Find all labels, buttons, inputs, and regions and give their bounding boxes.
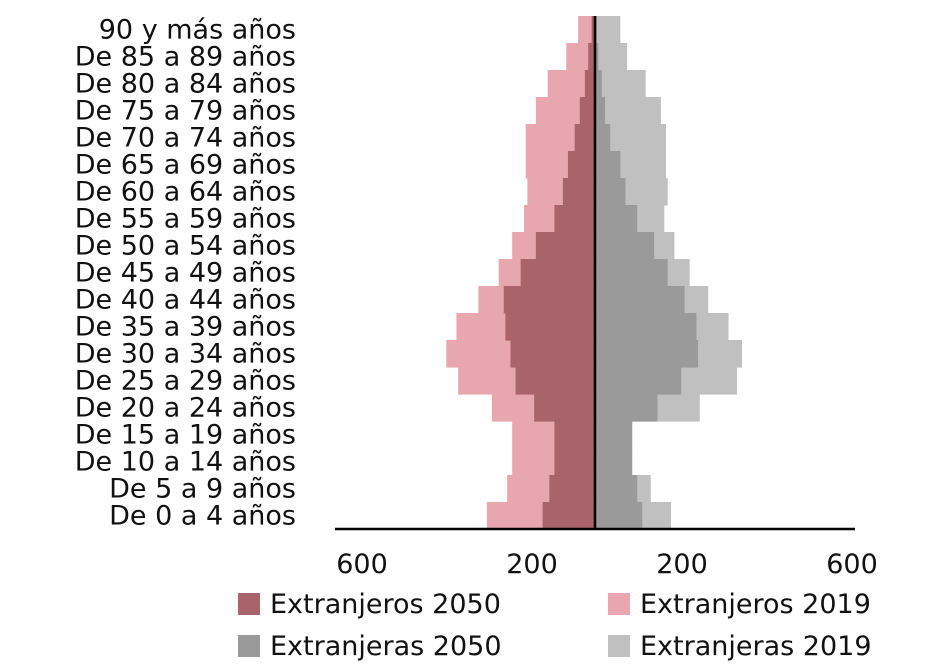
legend: Extranjeros 2050 Extranjeros 2019 Extran… bbox=[238, 586, 938, 664]
bar-extranjeras-2050-de-85-a-89-a-os bbox=[595, 43, 599, 71]
bar-extranjeras-2050-de-50-a-54-a-os bbox=[595, 232, 655, 260]
legend-label-extranjeros-2050: Extranjeros 2050 bbox=[270, 588, 501, 620]
bar-extranjeras-2050-de-10-a-14-a-os bbox=[595, 448, 633, 476]
bar-extranjeras-2019-de-85-a-89-a-os bbox=[595, 43, 628, 71]
legend-label-extranjeros-2019: Extranjeros 2019 bbox=[640, 588, 871, 620]
category-label-de-10-a-14-a-os: De 10 a 14 años bbox=[75, 447, 296, 478]
bar-extranjeros-2050-de-45-a-49-a-os bbox=[520, 259, 595, 287]
bar-extranjeros-2050-de-5-a-9-a-os bbox=[549, 475, 595, 503]
bar-extranjeros-2019-90-y-m-s-a-os bbox=[578, 16, 595, 44]
bar-extranjeras-2019-de-80-a-84-a-os bbox=[595, 70, 646, 98]
category-label-de-15-a-19-a-os: De 15 a 19 años bbox=[75, 420, 296, 451]
bar-extranjeros-2050-de-65-a-69-a-os bbox=[567, 151, 595, 179]
bar-extranjeros-2050-de-55-a-59-a-os bbox=[554, 205, 595, 233]
legend-item-extranjeros-2050: Extranjeros 2050 bbox=[238, 586, 608, 622]
category-label-90-y-m-s-a-os: 90 y más años bbox=[99, 15, 296, 46]
bar-extranjeras-2050-de-40-a-44-a-os bbox=[595, 286, 685, 314]
bar-extranjeras-2050-de-80-a-84-a-os bbox=[595, 70, 602, 98]
bar-extranjeros-2050-de-20-a-24-a-os bbox=[534, 394, 595, 422]
bar-extranjeras-2050-de-30-a-34-a-os bbox=[595, 340, 699, 368]
legend-item-extranjeros-2019: Extranjeros 2019 bbox=[608, 586, 938, 622]
legend-item-extranjeras-2050: Extranjeras 2050 bbox=[238, 628, 608, 664]
x-tick-label-2: 200 bbox=[656, 549, 708, 580]
category-label-de-35-a-39-a-os: De 35 a 39 años bbox=[75, 312, 296, 343]
bar-extranjeros-2050-de-40-a-44-a-os bbox=[503, 286, 595, 314]
bar-extranjeros-2050-de-50-a-54-a-os bbox=[535, 232, 595, 260]
category-label-de-0-a-4-a-os: De 0 a 4 años bbox=[109, 501, 296, 532]
bar-extranjeros-2050-90-y-m-s-a-os bbox=[591, 16, 595, 44]
category-label-de-65-a-69-a-os: De 65 a 69 años bbox=[75, 150, 296, 181]
bar-extranjeras-2050-de-55-a-59-a-os bbox=[595, 205, 638, 233]
legend-swatch-extranjeros-2019 bbox=[608, 593, 630, 615]
bar-extranjeros-2050-de-70-a-74-a-os bbox=[574, 124, 595, 152]
bar-extranjeros-2050-de-15-a-19-a-os bbox=[554, 421, 595, 449]
bar-extranjeras-2050-de-45-a-49-a-os bbox=[595, 259, 668, 287]
category-label-de-75-a-79-a-os: De 75 a 79 años bbox=[75, 96, 296, 127]
bar-extranjeras-2019-de-75-a-79-a-os bbox=[595, 97, 661, 125]
bar-extranjeras-2050-de-75-a-79-a-os bbox=[595, 97, 606, 125]
bar-extranjeros-2050-de-35-a-39-a-os bbox=[505, 313, 595, 341]
category-label-de-20-a-24-a-os: De 20 a 24 años bbox=[75, 393, 296, 424]
x-tick-label-0: 600 bbox=[336, 549, 388, 580]
legend-swatch-extranjeras-2019 bbox=[608, 635, 630, 657]
legend-label-extranjeras-2019: Extranjeras 2019 bbox=[640, 630, 872, 662]
bar-extranjeras-2050-de-20-a-24-a-os bbox=[595, 394, 658, 422]
bar-extranjeras-2050-de-60-a-64-a-os bbox=[595, 178, 626, 206]
bar-extranjeros-2050-de-75-a-79-a-os bbox=[579, 97, 595, 125]
category-label-de-40-a-44-a-os: De 40 a 44 años bbox=[75, 285, 296, 316]
bar-extranjeras-2050-de-65-a-69-a-os bbox=[595, 151, 621, 179]
category-label-de-60-a-64-a-os: De 60 a 64 años bbox=[75, 177, 296, 208]
legend-label-extranjeras-2050: Extranjeras 2050 bbox=[270, 630, 502, 662]
category-label-de-55-a-59-a-os: De 55 a 59 años bbox=[75, 204, 296, 235]
bar-extranjeras-2050-de-70-a-74-a-os bbox=[595, 124, 611, 152]
bar-extranjeras-2050-de-25-a-29-a-os bbox=[595, 367, 682, 395]
bar-extranjeros-2050-de-25-a-29-a-os bbox=[515, 367, 595, 395]
bar-extranjeros-2050-de-0-a-4-a-os bbox=[542, 502, 595, 530]
bar-extranjeros-2050-de-85-a-89-a-os bbox=[588, 43, 595, 71]
category-label-de-25-a-29-a-os: De 25 a 29 años bbox=[75, 366, 296, 397]
bar-extranjeras-2019-90-y-m-s-a-os bbox=[595, 16, 621, 44]
category-label-de-85-a-89-a-os: De 85 a 89 años bbox=[75, 42, 296, 73]
bar-extranjeros-2050-de-80-a-84-a-os bbox=[584, 70, 595, 98]
bar-extranjeros-2050-de-10-a-14-a-os bbox=[554, 448, 595, 476]
category-label-de-45-a-49-a-os: De 45 a 49 años bbox=[75, 258, 296, 289]
legend-item-extranjeras-2019: Extranjeras 2019 bbox=[608, 628, 938, 664]
category-label-de-80-a-84-a-os: De 80 a 84 años bbox=[75, 69, 296, 100]
category-label-de-30-a-34-a-os: De 30 a 34 años bbox=[75, 339, 296, 370]
bar-extranjeras-2050-de-15-a-19-a-os bbox=[595, 421, 633, 449]
bar-extranjeras-2050-de-35-a-39-a-os bbox=[595, 313, 697, 341]
legend-swatch-extranjeros-2050 bbox=[238, 593, 260, 615]
x-tick-label-3: 600 bbox=[826, 549, 878, 580]
bar-extranjeros-2050-de-60-a-64-a-os bbox=[562, 178, 595, 206]
category-label-de-5-a-9-a-os: De 5 a 9 años bbox=[109, 474, 296, 505]
bar-extranjeros-2050-de-30-a-34-a-os bbox=[510, 340, 595, 368]
category-label-de-50-a-54-a-os: De 50 a 54 años bbox=[75, 231, 296, 262]
x-tick-labels: 600 200 200 600 bbox=[336, 549, 878, 580]
bars-layer bbox=[446, 16, 743, 530]
legend-swatch-extranjeras-2050 bbox=[238, 635, 260, 657]
x-tick-label-1: 200 bbox=[506, 549, 558, 580]
category-label-de-70-a-74-a-os: De 70 a 74 años bbox=[75, 123, 296, 154]
bar-extranjeras-2050-de-5-a-9-a-os bbox=[595, 475, 638, 503]
bar-extranjeras-2050-de-0-a-4-a-os bbox=[595, 502, 643, 530]
